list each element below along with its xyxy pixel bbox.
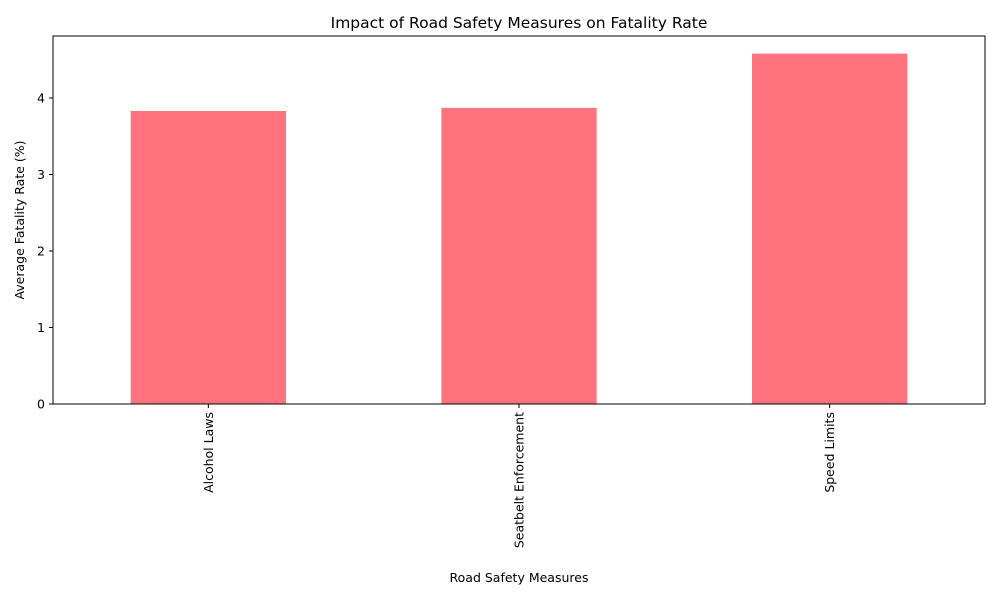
y-tick-label: 0 bbox=[37, 397, 45, 412]
bar-seatbelt-enforcement bbox=[441, 107, 597, 404]
bar-speed-limits bbox=[752, 53, 908, 404]
y-tick-label: 3 bbox=[37, 167, 45, 182]
x-tick-label: Speed Limits bbox=[822, 412, 837, 493]
y-axis: 0 1 2 3 4 bbox=[37, 90, 53, 412]
x-tick-label: Seatbelt Enforcement bbox=[512, 412, 527, 548]
x-axis-label: Road Safety Measures bbox=[450, 570, 589, 585]
x-tick-label: Alcohol Laws bbox=[201, 412, 216, 493]
chart-title: Impact of Road Safety Measures on Fatali… bbox=[331, 14, 708, 32]
y-axis-label: Average Fatality Rate (%) bbox=[12, 140, 27, 299]
x-axis: Alcohol Laws Seatbelt Enforcement Speed Li… bbox=[201, 404, 837, 548]
y-tick-label: 1 bbox=[37, 320, 45, 335]
y-tick-label: 2 bbox=[37, 243, 45, 258]
bar-alcohol-laws bbox=[130, 110, 286, 404]
bars-group bbox=[130, 53, 908, 404]
y-tick-label: 4 bbox=[37, 90, 45, 105]
